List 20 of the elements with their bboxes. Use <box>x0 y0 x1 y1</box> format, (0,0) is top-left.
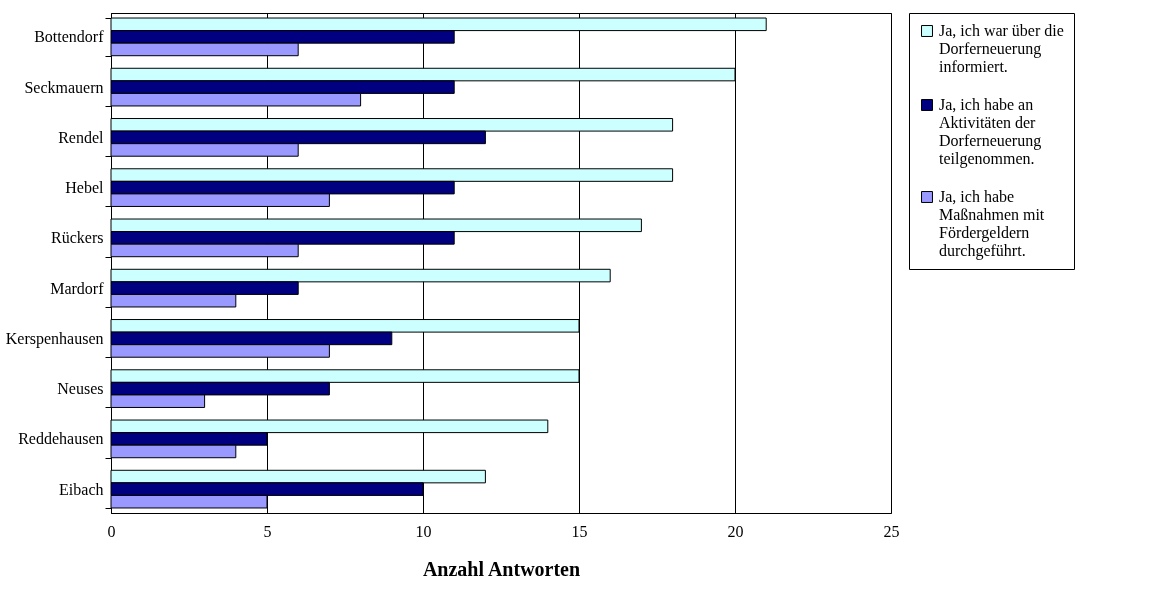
x-tick-label: 15 <box>571 522 588 540</box>
y-tick-label: Eibach <box>59 480 104 498</box>
y-tick-label: Kerspenhausen <box>5 329 104 348</box>
legend-label: Ja, ich habe an Aktivitäten der Dorferneuerung teilgenommen. <box>939 96 1042 168</box>
x-tick-label: 5 <box>263 522 272 540</box>
y-tick-label: Reddehausen <box>18 430 104 448</box>
x-axis-title: Anzahl Antworten <box>422 557 581 580</box>
legend-label: Ja, ich war über die Dorferneuerung informiert. <box>939 22 1064 75</box>
y-tick-label: Mardorf <box>50 279 105 297</box>
x-tick-label: 20 <box>727 522 744 540</box>
x-tick-label: 25 <box>883 522 900 540</box>
legend-label: Ja, ich habe Maßnahmen mit Fördergeldern durchgeführt. <box>939 188 1045 260</box>
y-tick-label: Rendel <box>58 128 105 146</box>
y-tick-label: Neuses <box>57 380 104 398</box>
x-tick-label: 0 <box>107 522 116 540</box>
x-tick-label: 10 <box>415 522 432 540</box>
y-tick-label: Seckmauern <box>24 78 104 96</box>
y-tick-label: Hebel <box>65 179 105 197</box>
y-tick-label: Bottendorf <box>34 28 105 46</box>
y-tick-label: Rückers <box>51 229 104 247</box>
